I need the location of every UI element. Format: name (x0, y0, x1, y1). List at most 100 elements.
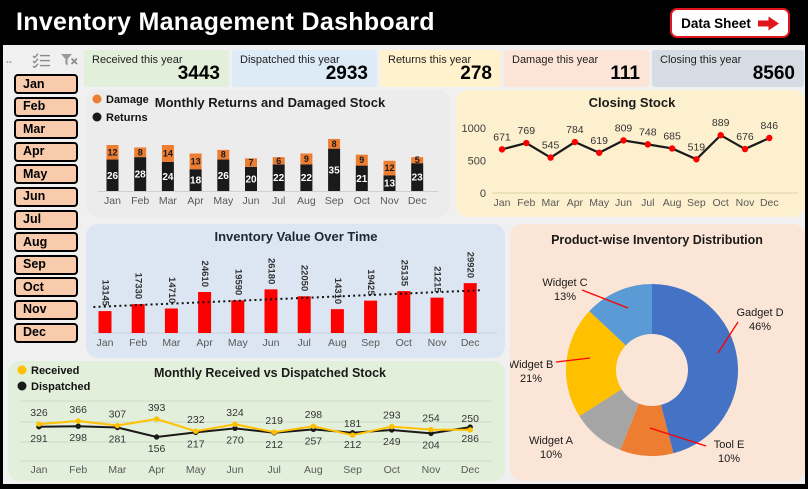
svg-text:13%: 13% (554, 291, 576, 303)
kpi-label: Dispatched this year (240, 54, 340, 66)
svg-text:7: 7 (248, 158, 253, 168)
slicer-month-feb[interactable]: Feb (14, 96, 78, 117)
clear-filter-icon[interactable] (60, 53, 78, 68)
slicer-month-jun[interactable]: Jun (14, 186, 78, 207)
svg-text:Aug: Aug (663, 197, 682, 209)
svg-text:Oct: Oct (384, 464, 400, 476)
svg-text:Nov: Nov (428, 337, 447, 349)
svg-text:Monthly Returns and Damaged St: Monthly Returns and Damaged Stock (155, 95, 386, 110)
svg-text:769: 769 (518, 125, 536, 137)
kpi-value: 278 (460, 63, 492, 84)
panel-received-dispatched: Monthly Received vs Dispatched Stock Rece… (8, 361, 505, 481)
slicer-month-apr[interactable]: Apr (14, 141, 78, 162)
svg-text:298: 298 (305, 409, 323, 421)
svg-text:Jan: Jan (31, 464, 48, 476)
svg-text:Feb: Feb (69, 464, 87, 476)
svg-text:May: May (228, 337, 249, 349)
svg-text:219: 219 (265, 415, 283, 427)
svg-text:Nov: Nov (736, 197, 755, 209)
svg-text:Dec: Dec (408, 195, 427, 207)
svg-text:6: 6 (276, 156, 281, 166)
kpi-value: 8560 (752, 63, 795, 84)
slicer-month-jul[interactable]: Jul (14, 209, 78, 230)
kpi-card-dispatched-this-year: Dispatched this year 2933 (232, 50, 377, 87)
svg-text:8: 8 (332, 139, 337, 149)
svg-text:19425: 19425 (365, 269, 376, 296)
svg-text:281: 281 (109, 434, 127, 446)
svg-text:Received: Received (31, 365, 79, 377)
svg-text:326: 326 (30, 407, 48, 419)
returns-damage-chart: Monthly Returns and Damaged Stock Damage R… (92, 94, 438, 207)
svg-text:Sep: Sep (687, 197, 706, 209)
svg-text:26180: 26180 (266, 258, 277, 284)
svg-text:298: 298 (69, 432, 87, 444)
svg-text:22: 22 (273, 173, 285, 184)
slicer-month-aug[interactable]: Aug (14, 232, 78, 253)
data-sheet-button[interactable]: Data Sheet (670, 8, 790, 38)
svg-text:Mar: Mar (162, 337, 181, 349)
svg-text:Apr: Apr (196, 337, 213, 349)
svg-text:23: 23 (412, 173, 424, 184)
panel-returns-damage: Monthly Returns and Damaged Stock Damage R… (86, 90, 450, 217)
slicer-month-mar[interactable]: Mar (14, 119, 78, 140)
svg-text:889: 889 (712, 117, 730, 129)
svg-text:270: 270 (226, 434, 244, 446)
svg-text:Jan: Jan (97, 337, 114, 349)
multi-select-icon[interactable] (32, 52, 51, 68)
svg-text:18: 18 (190, 176, 202, 187)
svg-text:46%: 46% (749, 321, 771, 333)
svg-text:21: 21 (356, 174, 368, 185)
svg-text:8: 8 (221, 150, 226, 160)
svg-text:0: 0 (480, 188, 486, 200)
svg-text:20: 20 (245, 174, 257, 185)
svg-text:Oct: Oct (354, 195, 370, 207)
svg-text:17330: 17330 (133, 273, 144, 299)
svg-text:12: 12 (107, 147, 117, 157)
svg-text:Jan: Jan (104, 195, 121, 207)
svg-text:257: 257 (305, 435, 323, 447)
kpi-label: Returns this year (388, 54, 472, 66)
svg-text:Gadget D: Gadget D (736, 307, 783, 319)
svg-text:307: 307 (109, 409, 127, 421)
svg-text:545: 545 (542, 140, 560, 152)
svg-text:Feb: Feb (129, 337, 147, 349)
svg-text:Jul: Jul (272, 195, 285, 207)
svg-text:249: 249 (383, 436, 401, 448)
svg-text:1000: 1000 (462, 123, 486, 135)
svg-text:5: 5 (415, 155, 420, 165)
kpi-label: Closing this year (660, 54, 742, 66)
kpi-card-damage-this-year: Damage this year 111 (504, 50, 649, 87)
svg-text:24: 24 (162, 172, 174, 183)
svg-text:19590: 19590 (232, 269, 243, 295)
slicer-month-jan[interactable]: Jan (14, 74, 78, 94)
svg-text:29920: 29920 (465, 252, 476, 278)
slicer-month-oct[interactable]: Oct (14, 277, 78, 298)
svg-text:Tool E: Tool E (714, 439, 745, 451)
slicer-month-dec[interactable]: Dec (14, 322, 78, 343)
svg-text:Dec: Dec (760, 197, 779, 209)
product-distribution-chart: Product-wise Inventory Distribution Gadge… (509, 233, 784, 465)
svg-text:250: 250 (461, 413, 479, 425)
svg-text:Apr: Apr (187, 195, 204, 207)
svg-text:Widget B: Widget B (510, 359, 553, 371)
svg-text:324: 324 (226, 407, 244, 419)
svg-text:26: 26 (107, 171, 119, 182)
svg-text:21%: 21% (520, 373, 542, 385)
svg-text:619: 619 (590, 135, 608, 147)
slicer-month-nov[interactable]: Nov (14, 299, 78, 320)
svg-text:181: 181 (344, 418, 362, 430)
slicer-month-may[interactable]: May (14, 164, 78, 185)
svg-text:Damage: Damage (106, 94, 149, 106)
svg-text:14: 14 (163, 148, 173, 158)
svg-text:232: 232 (187, 414, 205, 426)
kpi-label: Damage this year (512, 54, 599, 66)
svg-text:8: 8 (138, 147, 143, 157)
svg-text:Product-wise Inventory Distrib: Product-wise Inventory Distribution (551, 233, 763, 247)
slicer-month-sep[interactable]: Sep (14, 254, 78, 275)
panel-inventory-value: Inventory Value Over Time 13145 Jan 17330 Fe… (86, 224, 505, 358)
svg-text:254: 254 (422, 413, 440, 425)
svg-text:519: 519 (688, 141, 706, 153)
slicer-header: .. (6, 52, 78, 68)
svg-text:26: 26 (218, 171, 230, 182)
svg-text:Apr: Apr (148, 464, 165, 476)
